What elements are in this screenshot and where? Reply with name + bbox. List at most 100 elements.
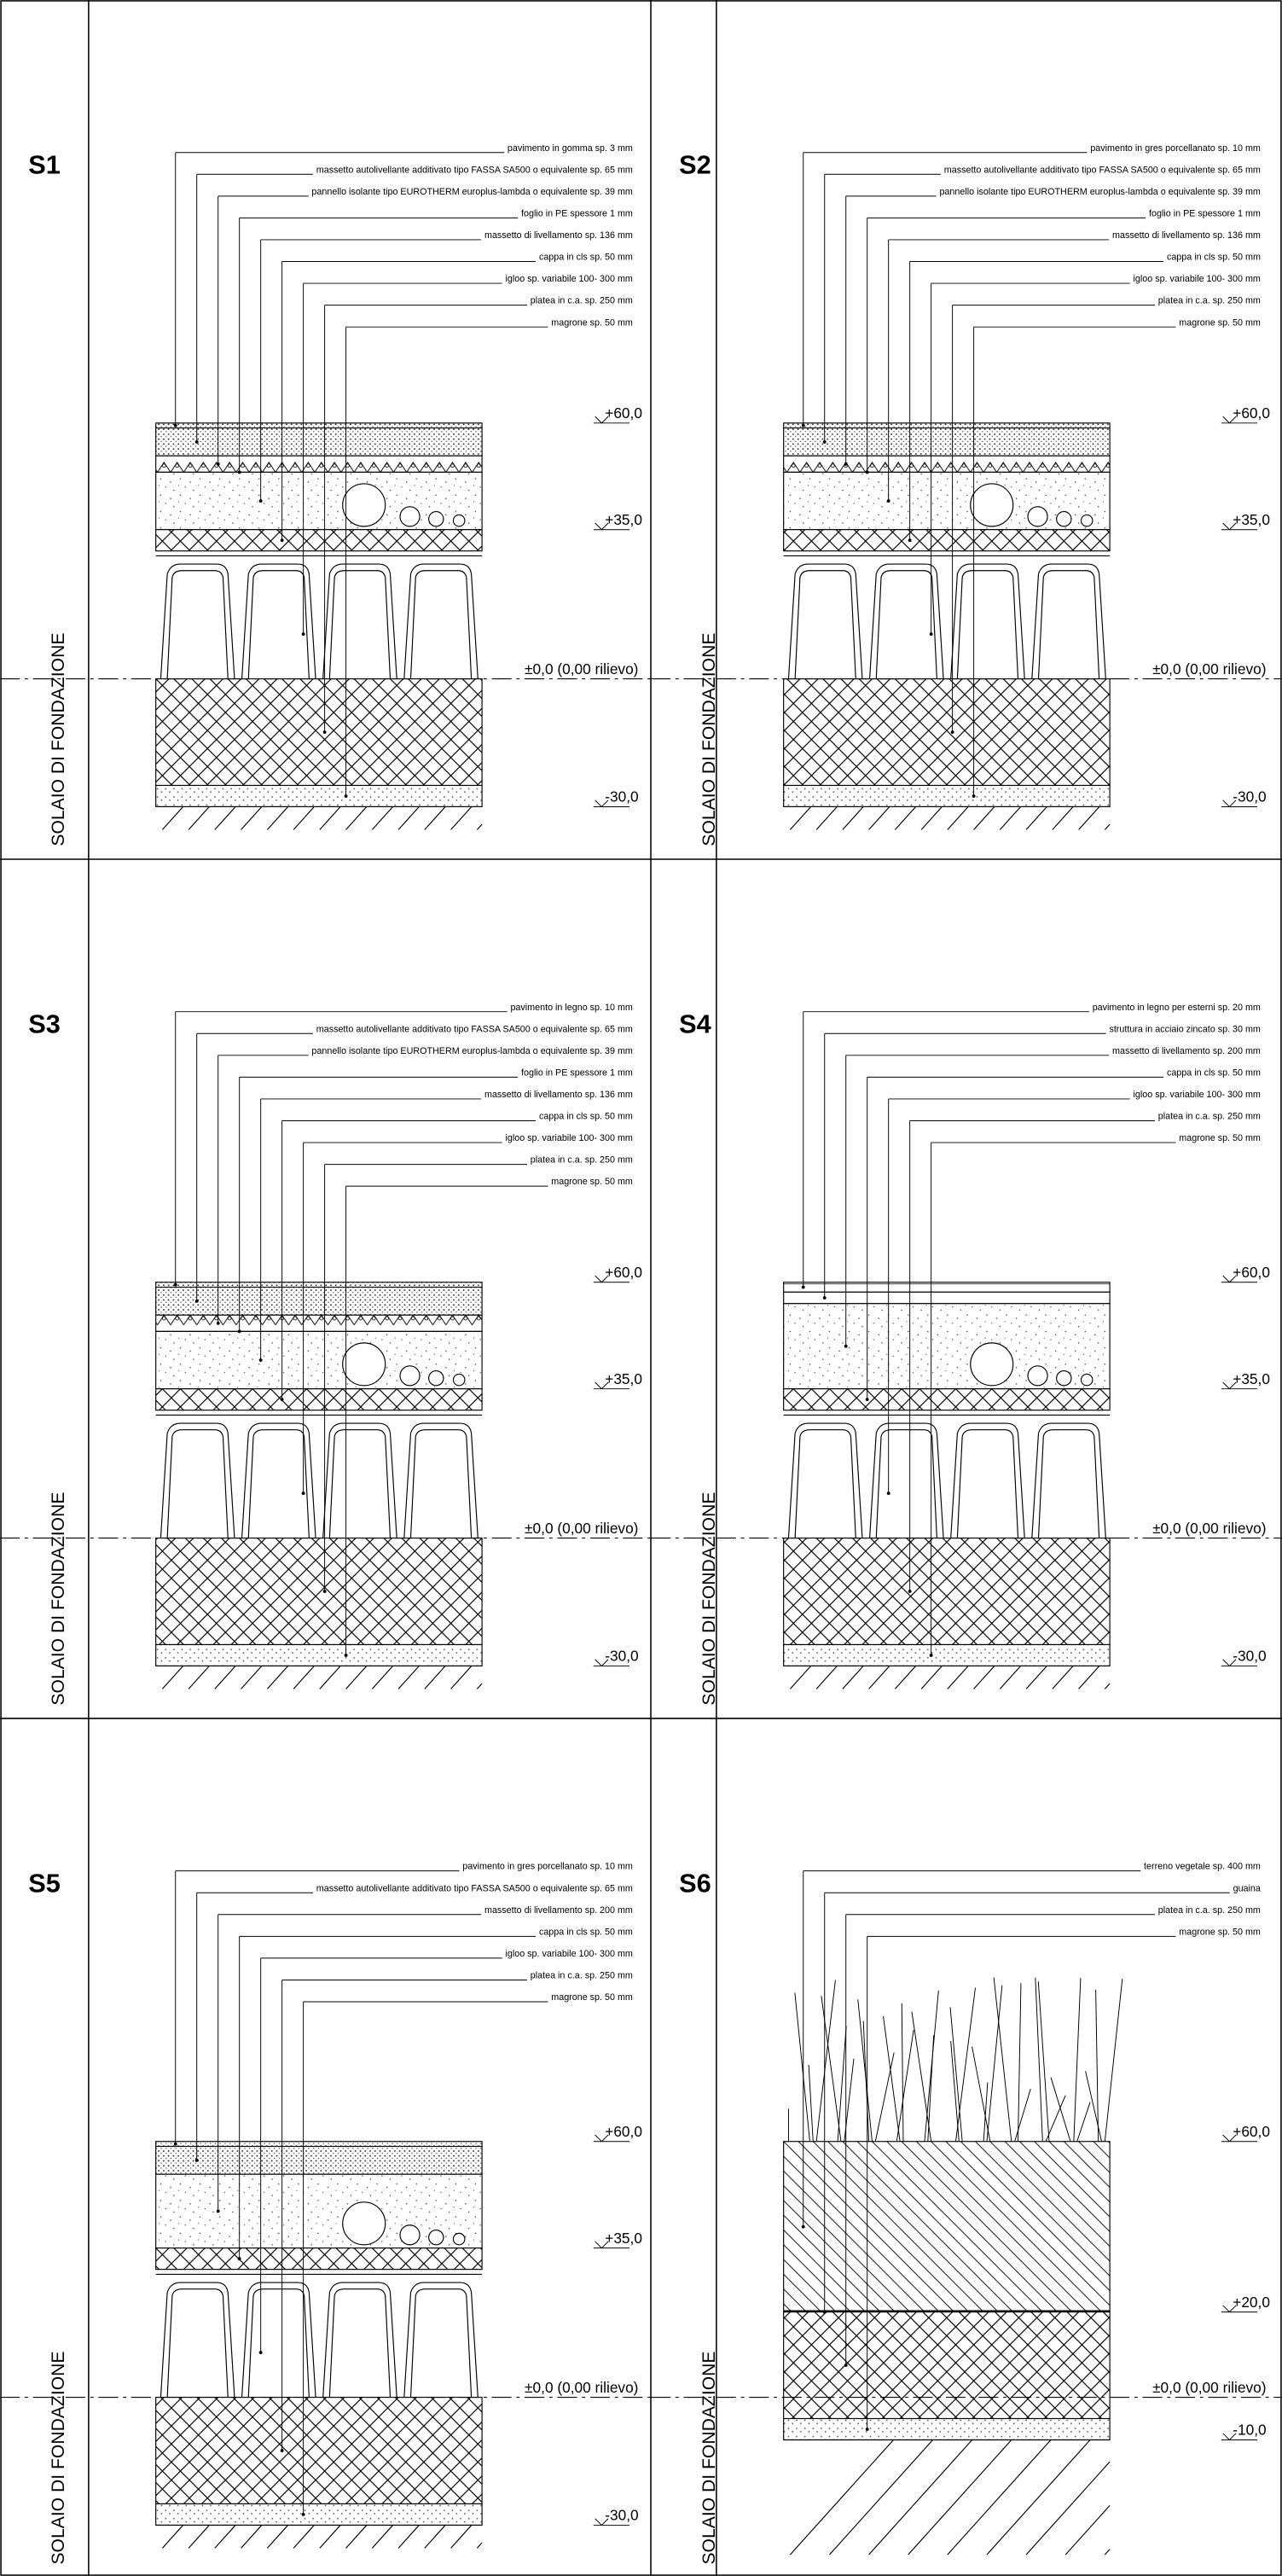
leader-dot [194, 2158, 199, 2162]
igloo-arch-inner [875, 1429, 937, 1538]
pipe [1027, 506, 1048, 527]
leader-dot [865, 1398, 869, 1402]
leader-dot [173, 2142, 177, 2146]
ground-hatch [920, 806, 943, 830]
layer-label: igloo sp. variabile 100- 300 mm [1134, 274, 1261, 284]
ground-hatch [266, 2525, 288, 2549]
ground-hatch [397, 2525, 420, 2549]
layer-label: massetto di livellamento sp. 200 mm [1112, 1046, 1261, 1056]
level-label: -30,0 [605, 788, 638, 805]
ground-hatch [450, 806, 473, 830]
ground-hatch [1104, 1683, 1111, 1689]
level-label: -10,0 [1233, 2422, 1266, 2439]
leader-dot [908, 1590, 912, 1593]
ground-hatch [319, 2525, 341, 2549]
layer [155, 1537, 483, 1646]
layer-label: foglio in PE spessore 1 mm [1149, 208, 1261, 218]
pipe [399, 2224, 421, 2246]
level-label: -30,0 [1233, 1648, 1266, 1665]
pipe [970, 483, 1014, 527]
grass-blade [986, 1985, 1003, 2142]
grass-blade [896, 2030, 914, 2142]
layer-label: igloo sp. variabile 100- 300 mm [506, 1949, 633, 1959]
layer [155, 529, 483, 552]
ground-hatch [789, 806, 812, 830]
level-marker [593, 522, 630, 531]
ground-hatch [161, 2525, 184, 2549]
level-label: +35,0 [1233, 1370, 1270, 1387]
level-marker [593, 1275, 630, 1283]
grass-blade [1095, 1989, 1099, 2142]
ground-hatch [1078, 1666, 1100, 1689]
layer-label: foglio in PE spessore 1 mm [521, 208, 633, 218]
layer [155, 1314, 483, 1333]
pipe [342, 483, 386, 527]
layer-label: magrone sp. 50 mm [1179, 1133, 1261, 1143]
igloo-arch-inner [247, 570, 310, 679]
ground-hatch [947, 806, 969, 830]
layer-label: platea in c.a. sp. 250 mm [1158, 1905, 1261, 1916]
level-marker [1221, 1381, 1258, 1390]
leader-dot [237, 1329, 241, 1334]
ground-hatch [947, 2439, 1052, 2556]
grass-blade [837, 2026, 847, 2142]
side-label: SOLAIO DI FONDAZIONE [49, 633, 68, 846]
leader-dot [886, 499, 890, 503]
ground-hatch [241, 806, 263, 830]
layer-label: pannello isolante tipo EUROTHERM europlu… [311, 1046, 632, 1056]
layer [155, 2396, 483, 2505]
igloo-arch [950, 1422, 1025, 1538]
layer [783, 471, 1111, 531]
section-panel: S4 SOLAIO DI FONDAZIONE pavimento in legno… [651, 1003, 1282, 1706]
level-label: +60,0 [605, 2123, 642, 2140]
ground-hatch [345, 1666, 368, 1689]
level-marker [1221, 416, 1258, 424]
leader-dot [237, 470, 241, 474]
leader-dot [865, 470, 869, 474]
ground-hatch [293, 1666, 315, 1689]
pipe [428, 2229, 444, 2246]
ground [783, 1666, 1111, 1689]
igloo-arch [869, 563, 944, 679]
layer-label: pavimento in gres porcellanato sp. 10 mm [462, 1862, 633, 1872]
ground-hatch [789, 2439, 894, 2556]
ground-hatch [1078, 806, 1100, 830]
ground-hatch [842, 806, 864, 830]
leader-dot [822, 439, 827, 444]
grass-blade [949, 2007, 963, 2142]
leader-dot [801, 1285, 805, 1289]
ground-hatch [371, 1666, 393, 1689]
igloo-arch-inner [247, 2288, 310, 2398]
level-label: ±0,0 (0,00 rilievo) [525, 660, 638, 677]
leader-dot [322, 1590, 327, 1593]
level-marker [593, 2518, 630, 2527]
leader-dot [844, 2364, 848, 2367]
level-label: -30,0 [1233, 788, 1266, 805]
layer [783, 422, 1111, 429]
leader-dot [194, 439, 199, 444]
leader-dot [258, 2351, 263, 2354]
ground-hatch [476, 823, 483, 830]
layer [155, 2503, 483, 2527]
layer-label: igloo sp. variabile 100- 300 mm [1134, 1090, 1261, 1100]
pipe [399, 1365, 421, 1387]
layer-label: pavimento in gomma sp. 3 mm [508, 143, 633, 154]
layer-label: pannello isolante tipo EUROTHERM europlu… [939, 187, 1260, 197]
igloo-arch [869, 1422, 944, 1538]
ground-hatch [188, 806, 210, 830]
side-label: SOLAIO DI FONDAZIONE [699, 1492, 719, 1706]
pipe [342, 1342, 386, 1387]
grass-blade [1104, 1979, 1123, 2142]
layer-label: pavimento in gres porcellanato sp. 10 mm [1090, 143, 1261, 154]
igloo-arch-inner [166, 2288, 229, 2398]
pipe [452, 514, 466, 527]
layer [783, 784, 1111, 808]
leader-dot [173, 423, 177, 427]
layer [155, 2145, 483, 2175]
layer [155, 2247, 483, 2271]
ground-hatch [894, 1666, 917, 1689]
grass-blade [954, 1987, 976, 2142]
layer [155, 2173, 483, 2249]
igloo-arch [160, 2282, 235, 2398]
